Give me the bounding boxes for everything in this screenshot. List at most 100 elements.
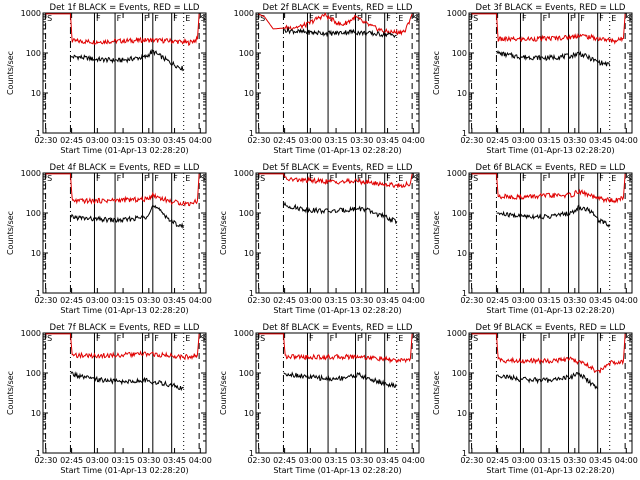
events-series-line: [496, 50, 611, 67]
y-tick-label: 1000: [21, 9, 41, 18]
panel-det-9: Det 9f BLACK = Events, RED = LLD 1 10 100 10…: [432, 323, 638, 475]
y-tick-label: 1: [462, 449, 467, 458]
plot-frame: [468, 172, 633, 294]
marker-flag: F: [543, 14, 548, 23]
marker-flag: F: [570, 174, 575, 183]
x-tick-label: 04:00: [189, 296, 212, 305]
lld-series-line: [471, 333, 626, 374]
x-tick-label: 02:30: [460, 136, 483, 145]
x-tick-label: 04:00: [615, 136, 638, 145]
marker-flag: S: [201, 174, 206, 183]
x-tick-label: 02:30: [34, 296, 57, 305]
y-axis-label: Counts/sec: [6, 51, 15, 95]
marker-flag: F: [96, 174, 101, 183]
y-tick-label: 10: [457, 89, 467, 98]
marker-flag: F: [144, 174, 149, 183]
x-tick-label: 02:45: [273, 136, 296, 145]
x-tick-label: 03:45: [376, 136, 399, 145]
x-axis-label: Start Time (01-Apr-13 02:28:20): [60, 146, 188, 155]
lld-series-line: [258, 12, 413, 36]
marker-flag: F: [309, 14, 314, 23]
x-tick-label: 02:45: [60, 456, 83, 465]
x-tick-label: 03:45: [163, 456, 186, 465]
y-tick-label: 10: [457, 249, 467, 258]
x-tick-label: 03:45: [376, 296, 399, 305]
y-axis-label: Counts/sec: [432, 51, 441, 95]
y-tick-label: 1000: [21, 169, 41, 178]
marker-flag: F: [522, 14, 527, 23]
x-tick-label: 03:30: [137, 136, 160, 145]
x-tick-label: 04:00: [615, 456, 638, 465]
x-tick-label: 04:00: [402, 296, 425, 305]
plot-frame: [42, 12, 207, 134]
marker-flag: F: [330, 334, 335, 343]
x-axis-label: Start Time (01-Apr-13 02:28:20): [273, 306, 401, 315]
marker-flag: F: [173, 14, 178, 23]
y-tick-label: 10: [457, 409, 467, 418]
x-tick-label: 02:45: [486, 456, 509, 465]
marker-flag: S: [47, 334, 52, 343]
y-tick-label: 1: [462, 129, 467, 138]
x-tick-label: 02:45: [273, 296, 296, 305]
x-tick-label: 02:30: [34, 456, 57, 465]
marker-flag: F: [599, 174, 604, 183]
marker-flag: F: [357, 334, 362, 343]
events-series-line: [496, 372, 599, 390]
x-tick-label: 02:45: [273, 456, 296, 465]
x-axis-label: Start Time (01-Apr-13 02:28:20): [486, 306, 614, 315]
y-axis-label: Counts/sec: [6, 371, 15, 415]
x-tick-label: 03:00: [86, 456, 109, 465]
marker-flag: F: [154, 14, 159, 23]
x-tick-label: 03:45: [163, 296, 186, 305]
marker-flag: S: [47, 14, 52, 23]
y-tick-label: 100: [239, 49, 254, 58]
y-tick-label: 100: [26, 369, 41, 378]
panel-det-7: Det 7f BLACK = Events, RED = LLD 1 10 100 10…: [6, 323, 212, 475]
marker-flag: F: [570, 334, 575, 343]
y-tick-label: 100: [452, 49, 467, 58]
marker-flag: F: [570, 14, 575, 23]
panel-title: Det 6f BLACK = Events, RED = LLD: [476, 163, 626, 173]
marker-flag: E: [185, 174, 190, 183]
plot-frame: [468, 332, 633, 454]
y-axis-label: Counts/sec: [219, 371, 228, 415]
x-tick-label: 03:15: [112, 296, 135, 305]
lld-series-line: [45, 173, 200, 207]
x-tick-label: 02:30: [247, 456, 270, 465]
panel-title: Det 9f BLACK = Events, RED = LLD: [476, 323, 626, 333]
marker-flag: F: [309, 334, 314, 343]
x-tick-label: 02:30: [247, 296, 270, 305]
x-tick-label: 03:00: [512, 296, 535, 305]
marker-flag: F: [522, 174, 527, 183]
marker-flag: F: [580, 14, 585, 23]
marker-flag: E: [611, 174, 616, 183]
plot-frame: [255, 172, 420, 294]
marker-flag: S: [473, 334, 478, 343]
x-tick-label: 02:30: [34, 136, 57, 145]
marker-flag: F: [96, 14, 101, 23]
marker-flag: S: [260, 14, 265, 23]
marker-flag: E: [611, 14, 616, 23]
plot-frame: [42, 332, 207, 454]
panel-title: Det 1f BLACK = Events, RED = LLD: [50, 3, 200, 13]
marker-flag: F: [117, 334, 122, 343]
panel-title: Det 3f BLACK = Events, RED = LLD: [476, 3, 626, 13]
y-axis-label: Counts/sec: [432, 211, 441, 255]
x-tick-label: 04:00: [402, 456, 425, 465]
marker-flag: F: [580, 334, 585, 343]
lld-series-line: [258, 173, 413, 189]
marker-flag: F: [543, 334, 548, 343]
x-tick-label: 03:45: [163, 136, 186, 145]
marker-flag: F: [367, 174, 372, 183]
lld-series-line: [258, 333, 413, 364]
x-tick-label: 03:15: [112, 136, 135, 145]
x-tick-label: 03:45: [589, 136, 612, 145]
x-tick-label: 02:45: [60, 136, 83, 145]
x-tick-label: 03:15: [538, 296, 561, 305]
y-axis-label: Counts/sec: [432, 371, 441, 415]
events-series-line: [496, 204, 611, 228]
x-tick-label: 03:00: [299, 136, 322, 145]
y-tick-label: 1000: [21, 329, 41, 338]
marker-flag: S: [627, 14, 632, 23]
